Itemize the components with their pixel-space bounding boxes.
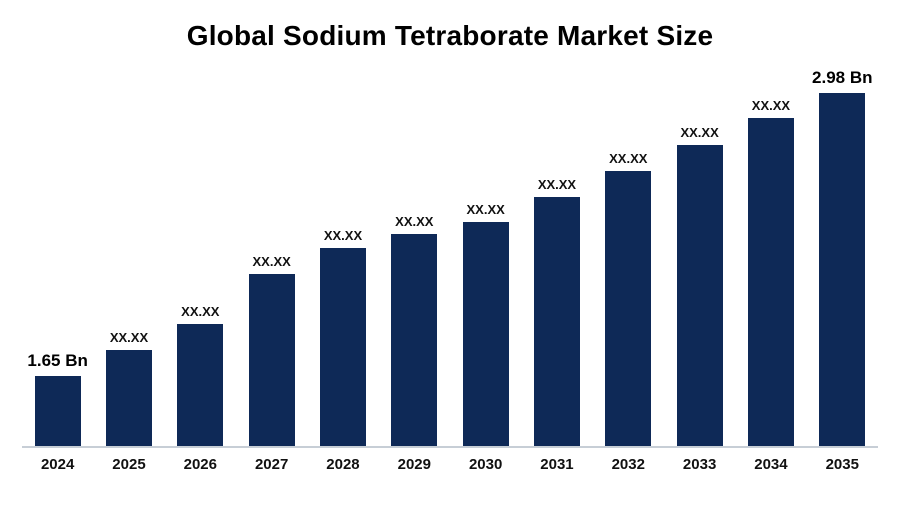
- bar-column: XX.XX: [93, 330, 164, 446]
- bar-value-label: XX.XX: [609, 151, 648, 166]
- x-axis-tick-label: 2025: [112, 456, 146, 473]
- bar: [177, 324, 224, 446]
- bar-column: XX.XX: [236, 254, 307, 446]
- bar-value-label: XX.XX: [680, 125, 719, 140]
- bar-value-label: XX.XX: [395, 214, 434, 229]
- bar: [105, 350, 152, 446]
- bar-value-label: XX.XX: [751, 98, 791, 113]
- bar-column: XX.XX: [450, 202, 521, 446]
- bar-column: XX.XX: [379, 214, 450, 446]
- x-axis-tick-label: 2026: [183, 456, 217, 473]
- bar-column: XX.XX: [521, 177, 592, 446]
- bar: [747, 118, 794, 446]
- x-axis-tick-label: 2035: [825, 456, 859, 473]
- bar-value-label: XX.XX: [252, 254, 291, 269]
- bar-column: XX.XX: [165, 304, 236, 446]
- bar: [462, 222, 509, 446]
- bar-value-label: XX.XX: [181, 304, 220, 319]
- bar: [391, 234, 438, 446]
- bar-value-label: XX.XX: [323, 228, 363, 243]
- x-axis-tick-label: 2027: [254, 456, 289, 473]
- bar-column: XX.XX: [307, 228, 378, 446]
- bar-column: XX.XX: [593, 151, 664, 446]
- bar-column: XX.XX: [664, 125, 735, 446]
- x-axis-tick-label: 2028: [326, 456, 360, 473]
- x-axis-tick-label: 2033: [682, 456, 717, 473]
- x-axis-tick-label: 2030: [468, 456, 503, 473]
- bar-column: 1.65 Bn: [22, 351, 93, 446]
- plot-area: 1.65 Bn XX.XX XX.XX XX.XX XX.XX XX.XX XX.XX XX.…: [22, 52, 878, 448]
- bar: [248, 274, 295, 446]
- x-axis-labels: 2024 2025 2026 2027 2028 2029 2030 2031 2032 2033…: [22, 448, 878, 473]
- bar-value-label: XX.XX: [109, 330, 149, 345]
- x-axis-tick-label: 2031: [540, 456, 574, 473]
- bar: [533, 197, 580, 446]
- bar-column: XX.XX: [735, 98, 806, 446]
- x-axis-tick-label: 2024: [40, 456, 75, 473]
- x-axis-tick-label: 2034: [754, 456, 788, 473]
- bar-value-label: 2.98 Bn: [812, 68, 873, 87]
- bar: [819, 93, 866, 446]
- chart-title: Global Sodium Tetraborate Market Size: [186, 20, 714, 51]
- x-axis-tick-label: 2032: [611, 456, 645, 473]
- bar: [319, 248, 366, 446]
- bar-value-label: XX.XX: [537, 177, 577, 192]
- bar: [34, 376, 81, 446]
- x-axis-tick-label: 2029: [397, 456, 431, 473]
- bar: [676, 145, 723, 446]
- bar-value-label: 1.65 Bn: [27, 351, 88, 370]
- bar-column: 2.98 Bn: [807, 68, 878, 446]
- bar: [605, 171, 652, 446]
- bar-value-label: XX.XX: [466, 202, 505, 217]
